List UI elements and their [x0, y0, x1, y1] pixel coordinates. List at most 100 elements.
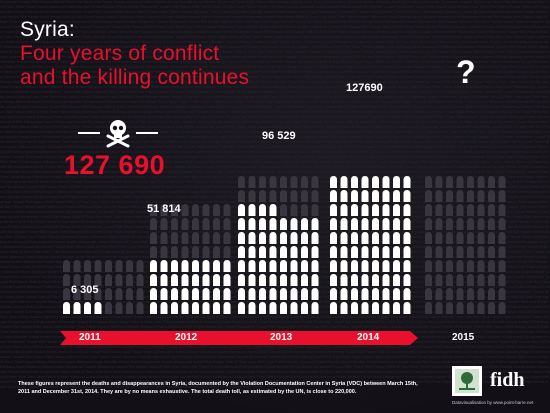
person-figure-2012: [213, 302, 220, 314]
person-figure-2013: [301, 232, 308, 244]
person-figure-2015: [425, 190, 432, 202]
person-figure-2015: [467, 260, 474, 272]
person-figure-2013: [248, 260, 256, 272]
person-figure-2014: [351, 288, 358, 300]
year-label-2013: 2013: [270, 332, 293, 343]
person-figure-2012: [150, 260, 157, 272]
person-figure-2014: [393, 232, 400, 244]
ghost-figure-2011: [94, 260, 102, 272]
ghost-figure-2012: [181, 218, 189, 230]
person-figure-2013: [238, 232, 245, 244]
person-figure-2015: [435, 218, 443, 230]
person-figure-2012: [150, 302, 157, 314]
person-figure-2013: [311, 274, 319, 286]
person-figure-2015: [477, 246, 485, 258]
person-figure-2014: [403, 288, 411, 300]
ghost-figure-2013: [290, 176, 298, 188]
person-figure-2015: [488, 302, 495, 314]
timeline-band: [60, 331, 418, 345]
skull-right-rule: [136, 132, 158, 134]
person-figure-2015: [488, 190, 495, 202]
year-label-2015: 2015: [452, 332, 475, 343]
person-figure-2013: [248, 274, 256, 286]
person-figure-2013: [290, 260, 298, 272]
person-figure-2011: [63, 302, 70, 314]
person-figure-2015: [477, 204, 485, 216]
person-figure-2012: [192, 274, 199, 286]
person-figure-2015: [498, 246, 506, 258]
person-figure-2015: [446, 302, 453, 314]
person-figure-2012: [181, 274, 189, 286]
person-figure-2014: [340, 232, 348, 244]
ghost-figure-2013: [280, 204, 287, 216]
ghost-figure-2011: [115, 302, 123, 314]
person-figure-2013: [238, 218, 245, 230]
ghost-figure-2013: [248, 190, 256, 202]
person-figure-2012: [160, 288, 168, 300]
person-figure-2015: [488, 218, 495, 230]
person-figure-2013: [290, 274, 298, 286]
person-figure-2015: [467, 302, 474, 314]
person-figure-2014: [330, 190, 337, 202]
ghost-figure-2013: [301, 204, 308, 216]
organization-emblem-icon: [452, 366, 482, 396]
person-figure-2015: [435, 274, 443, 286]
person-figure-2014: [372, 176, 379, 188]
person-figure-2013: [311, 288, 319, 300]
person-figure-2014: [330, 204, 337, 216]
person-figure-2014: [351, 274, 358, 286]
ghost-figure-2013: [269, 176, 277, 188]
person-figure-2014: [403, 274, 411, 286]
ghost-figure-2012: [223, 218, 231, 230]
ghost-figure-2011: [136, 288, 144, 300]
ghost-figure-2012: [213, 204, 220, 216]
person-figure-2015: [425, 218, 432, 230]
person-figure-2011: [94, 302, 102, 314]
person-figure-2014: [361, 274, 369, 286]
ghost-figure-2011: [84, 288, 91, 300]
person-figure-2014: [361, 232, 369, 244]
person-figure-2012: [202, 274, 210, 286]
person-figure-2015: [446, 232, 453, 244]
person-figure-2012: [181, 302, 189, 314]
person-figure-2014: [351, 176, 358, 188]
person-figure-2014: [382, 274, 390, 286]
ghost-figure-2013: [259, 190, 266, 202]
ghost-figure-2012: [150, 246, 157, 258]
ghost-figure-2012: [192, 218, 199, 230]
person-figure-2014: [340, 218, 348, 230]
person-figure-2015: [477, 232, 485, 244]
person-figure-2014: [361, 204, 369, 216]
person-figure-2015: [456, 232, 464, 244]
person-figure-2015: [446, 260, 453, 272]
person-figure-2012: [192, 260, 199, 272]
ghost-figure-2012: [213, 218, 220, 230]
person-figure-2015: [498, 288, 506, 300]
person-figure-2013: [248, 218, 256, 230]
person-figure-2014: [382, 176, 390, 188]
person-figure-2014: [372, 190, 379, 202]
person-figure-2014: [403, 190, 411, 202]
person-figure-2014: [382, 218, 390, 230]
person-figure-2013: [269, 302, 277, 314]
value-label-2011: 6 305: [71, 284, 99, 296]
ghost-figure-2012: [192, 204, 199, 216]
person-figure-2012: [202, 260, 210, 272]
person-figure-2013: [311, 246, 319, 258]
ghost-figure-2012: [213, 246, 220, 258]
ghost-figure-2012: [223, 204, 231, 216]
person-figure-2014: [393, 288, 400, 300]
person-figure-2014: [340, 260, 348, 272]
person-figure-2014: [351, 302, 358, 314]
person-figure-2013: [301, 260, 308, 272]
person-figure-2013: [238, 302, 245, 314]
person-figure-2014: [403, 218, 411, 230]
person-figure-2013: [238, 246, 245, 258]
ghost-figure-2011: [126, 260, 133, 272]
person-figure-2013: [269, 288, 277, 300]
person-figure-2015: [498, 218, 506, 230]
ghost-figure-2012: [171, 232, 178, 244]
ghost-figure-2012: [171, 246, 178, 258]
person-figure-2014: [330, 176, 337, 188]
person-figure-2013: [269, 246, 277, 258]
